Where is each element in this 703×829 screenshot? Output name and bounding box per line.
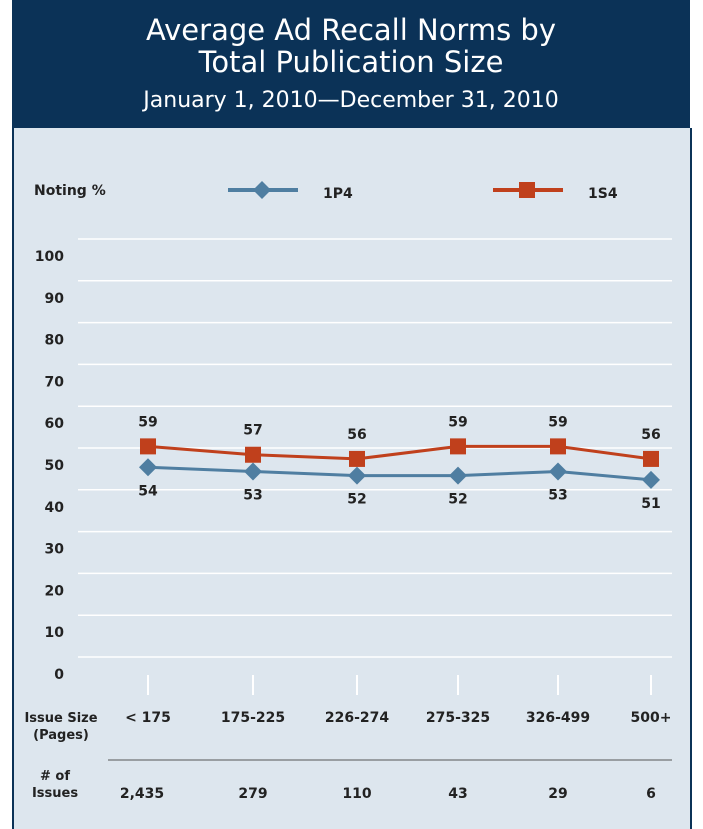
point-marker (643, 450, 659, 467)
data-label: 57 (243, 423, 262, 439)
y-tick-label: 50 (45, 458, 65, 474)
legend-label: 1S4 (588, 186, 618, 202)
data-label: 51 (641, 496, 660, 512)
legend-label: 1P4 (323, 186, 353, 202)
x-tick-label: 226-274 (325, 710, 390, 726)
x-axis-label: Issue Size (Pages) (24, 711, 98, 743)
issue-count: 29 (548, 786, 567, 802)
issue-count: 6 (646, 786, 656, 802)
point-marker (253, 181, 271, 199)
data-label: 59 (548, 414, 567, 430)
header: Average Ad Recall Norms by Total Publica… (12, 0, 690, 128)
y-tick-label: 0 (54, 667, 64, 683)
series-line (147, 465, 652, 482)
y-tick-label: 20 (45, 583, 65, 599)
point-marker (519, 182, 535, 198)
y-tick-label: 30 (45, 542, 65, 558)
y-axis-label: Noting % (34, 183, 106, 199)
point-marker (550, 438, 566, 455)
data-label: 54 (138, 483, 158, 499)
data-label: 56 (347, 427, 366, 443)
point-marker (348, 466, 366, 485)
point-marker (139, 458, 157, 477)
data-label: 52 (448, 492, 467, 508)
y-tick-label: 60 (45, 416, 65, 432)
point-marker (642, 470, 660, 489)
series-line (147, 444, 652, 461)
data-label: 53 (243, 487, 262, 503)
y-tick-label: 90 (45, 291, 65, 307)
x-tick-label: 500+ (631, 710, 672, 726)
issue-count: 43 (448, 786, 467, 802)
point-marker (449, 466, 467, 485)
y-tick-label: 10 (45, 625, 65, 641)
x-tick-label: < 175 (125, 710, 171, 726)
y-tick-label: 80 (45, 333, 65, 349)
data-label: 53 (548, 487, 567, 503)
point-marker (140, 438, 156, 455)
y-tick-label: 70 (45, 374, 65, 390)
issue-count: 279 (238, 786, 267, 802)
data-label: 56 (641, 427, 660, 443)
x-tick-label: 175-225 (221, 710, 285, 726)
issue-count: 110 (342, 786, 371, 802)
y-tick-label: 100 (35, 249, 64, 265)
data-label: 59 (448, 414, 467, 430)
y-tick-label: 40 (45, 500, 65, 516)
point-marker (549, 462, 567, 481)
chart-title: Average Ad Recall Norms by Total Publica… (146, 13, 556, 79)
issues-label: # of Issues (31, 769, 79, 801)
point-marker (245, 446, 261, 463)
x-tick-label: 326-499 (526, 710, 590, 726)
data-label: 52 (347, 492, 366, 508)
chart-subtitle: January 1, 2010—December 31, 2010 (143, 88, 559, 113)
point-marker (244, 462, 262, 481)
point-marker (450, 438, 466, 455)
data-label: 59 (138, 414, 157, 430)
x-tick-label: 275-325 (426, 710, 490, 726)
issue-count: 2,435 (120, 786, 164, 802)
point-marker (349, 450, 365, 467)
